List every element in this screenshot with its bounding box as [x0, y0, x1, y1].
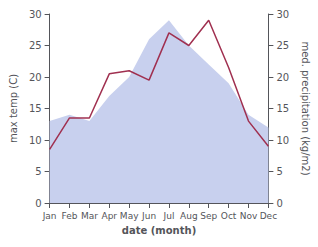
- svg-text:30: 30: [276, 9, 289, 20]
- svg-text:Nov: Nov: [240, 211, 258, 221]
- svg-text:Dec: Dec: [260, 211, 277, 221]
- svg-text:20: 20: [276, 72, 289, 83]
- svg-text:date (month): date (month): [122, 225, 196, 236]
- svg-text:30: 30: [29, 9, 42, 20]
- svg-text:Feb: Feb: [62, 211, 78, 221]
- svg-text:Apr: Apr: [101, 211, 117, 221]
- svg-text:Sep: Sep: [200, 211, 217, 221]
- svg-text:5: 5: [35, 166, 41, 177]
- svg-text:max temp (C): max temp (C): [8, 74, 19, 143]
- svg-text:10: 10: [29, 135, 42, 146]
- svg-text:15: 15: [29, 103, 42, 114]
- svg-text:0: 0: [35, 198, 41, 209]
- svg-text:25: 25: [276, 40, 289, 51]
- svg-text:Jan: Jan: [42, 211, 57, 221]
- svg-text:25: 25: [29, 40, 42, 51]
- svg-text:Aug: Aug: [180, 211, 198, 221]
- svg-text:5: 5: [276, 166, 282, 177]
- svg-text:Jun: Jun: [141, 211, 156, 221]
- svg-text:Jul: Jul: [163, 211, 175, 221]
- svg-text:May: May: [120, 211, 139, 221]
- svg-text:10: 10: [276, 135, 289, 146]
- svg-text:20: 20: [29, 72, 42, 83]
- svg-text:med. precipitation (kg/m2): med. precipitation (kg/m2): [300, 41, 311, 175]
- svg-text:15: 15: [276, 103, 289, 114]
- svg-text:Oct: Oct: [221, 211, 237, 221]
- svg-text:0: 0: [276, 198, 282, 209]
- svg-text:Mar: Mar: [81, 211, 98, 221]
